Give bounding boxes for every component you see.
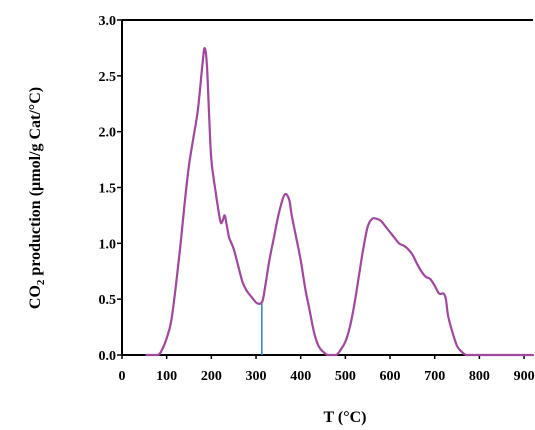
x-tick-label: 900	[514, 369, 535, 384]
x-tick-label: 500	[335, 369, 356, 384]
x-tick-label: 200	[201, 369, 222, 384]
x-tick-label: 800	[469, 369, 490, 384]
x-tick-label: 600	[380, 369, 401, 384]
y-axis-ticks: 0.0 0.5 1.0 1.5 2.0 2.5 3.0	[99, 14, 122, 364]
axes	[121, 19, 533, 356]
series-line	[145, 46, 535, 357]
y-axis-title-sub: 2	[35, 279, 47, 285]
y-tick-label: 1.0	[99, 237, 117, 252]
x-tick-label: 0	[119, 369, 126, 384]
data-series	[145, 46, 535, 357]
x-axis-ticks: 0 100 200 300 400 500 600 700 800 900	[119, 355, 535, 384]
y-tick-label: 0.0	[99, 349, 117, 364]
x-axis-title: T (°C)	[324, 409, 367, 426]
y-tick-label: 1.5	[99, 182, 117, 197]
y-tick-label: 2.5	[99, 70, 117, 85]
y-tick-label: 0.5	[99, 293, 117, 308]
y-axis-title-main: CO	[27, 285, 44, 309]
x-tick-label: 400	[290, 369, 311, 384]
y-tick-label: 2.0	[99, 126, 117, 141]
y-axis-title-rest: production (µmol/g Cat/°C)	[27, 87, 44, 280]
x-tick-label: 100	[156, 369, 177, 384]
y-tick-label: 3.0	[99, 14, 117, 29]
y-axis-title: CO2 production (µmol/g Cat/°C)	[27, 87, 47, 309]
x-tick-label: 300	[246, 369, 267, 384]
x-tick-label: 700	[424, 369, 445, 384]
